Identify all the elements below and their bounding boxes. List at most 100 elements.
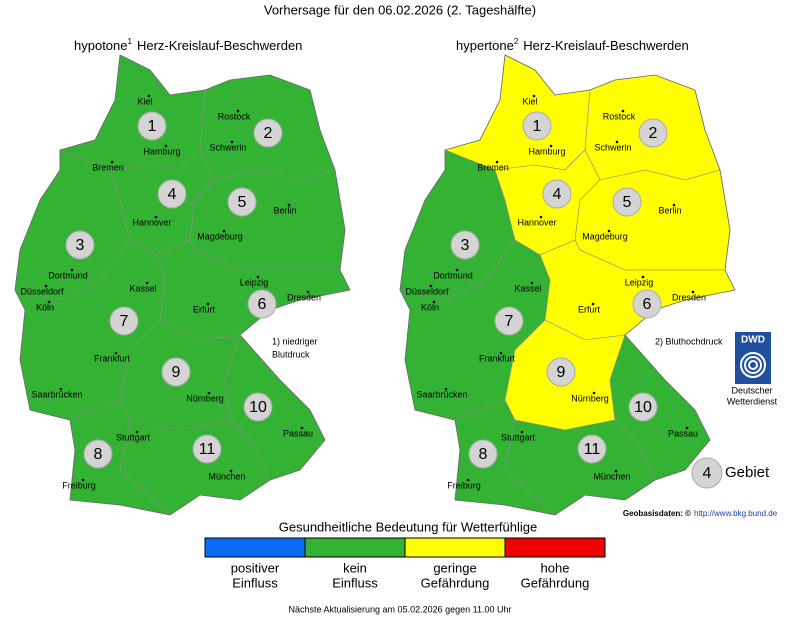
map: Kiel Rostock Hamburg Schwerin Bremen Hannover… (14, 54, 351, 516)
key-number: 4 (703, 465, 712, 482)
region-marker (522, 111, 552, 141)
legend-label: Gefährdung (521, 575, 590, 590)
city-dot (685, 426, 689, 430)
region-marker (243, 392, 273, 422)
region (444, 54, 591, 171)
city-dot (532, 94, 536, 98)
region (59, 54, 206, 171)
region-marker (137, 111, 167, 141)
region-marker (192, 434, 222, 464)
city-label: Dortmund (48, 270, 88, 280)
city-label: Freiburg (447, 480, 481, 490)
map-note: Blutdruck (272, 349, 310, 359)
map: Kiel Rostock Hamburg Schwerin Bremen Hannover… (399, 54, 736, 516)
city-dot (549, 144, 553, 148)
city-dot (256, 275, 260, 279)
city-dot (539, 215, 543, 219)
map-title-main: hypotone (74, 38, 128, 53)
city-label: Hannover (132, 217, 171, 227)
logo-caption: Deutscher (731, 385, 772, 395)
region-number: 5 (623, 194, 632, 211)
city-dot (530, 281, 534, 285)
region (574, 169, 731, 271)
city-label: Düsseldorf (20, 286, 64, 296)
region-marker (109, 306, 139, 336)
region-number: 3 (461, 237, 470, 254)
map-title: hypertone2 Herz-Kreislauf-Beschwerden (456, 37, 689, 53)
city-label: Magdeburg (197, 231, 243, 241)
map-note: 1) niedriger (272, 336, 318, 346)
city-dot (495, 160, 499, 164)
region-marker (612, 187, 642, 217)
city-dot (429, 284, 433, 288)
city-dot (230, 140, 234, 144)
legend-swatch (404, 537, 506, 558)
city-dot (520, 430, 524, 434)
region-marker (468, 439, 498, 469)
region-number: 2 (264, 125, 273, 142)
logo-text: DWD (741, 335, 765, 346)
city-label: Köln (421, 302, 439, 312)
city-label: Nürnberg (571, 393, 609, 403)
city-label: München (208, 471, 245, 481)
city-label: Passau (283, 428, 313, 438)
region-number: 8 (94, 446, 103, 463)
city-label: Nürnberg (186, 393, 224, 403)
city-label: Frankfurt (94, 353, 131, 363)
city-label: Leipzig (625, 277, 654, 287)
city-dot (592, 391, 596, 395)
logo-swirl (748, 360, 758, 370)
city-dot (110, 160, 114, 164)
region-marker (638, 118, 668, 148)
city-label: Leipzig (240, 277, 269, 287)
region-number: 7 (120, 313, 129, 330)
region-marker (83, 439, 113, 469)
region-number: 9 (172, 364, 181, 381)
city-dot (47, 300, 51, 304)
credit-link[interactable]: http://www.bkg.bund.de (694, 509, 778, 518)
city-label: Freiburg (62, 480, 96, 490)
region-marker (542, 179, 572, 209)
map-subtitle: Herz-Kreislauf-Beschwerden (137, 38, 302, 53)
map-subtitle: Herz-Kreislauf-Beschwerden (523, 38, 688, 53)
city-dot (147, 94, 151, 98)
city-label: München (593, 471, 630, 481)
region-marker (157, 179, 187, 209)
region-number: 10 (634, 399, 652, 416)
city-label: Kassel (129, 283, 156, 293)
city-label: Schwerin (209, 142, 246, 152)
city-label: Saarbrücken (416, 389, 467, 399)
city-label: Berlin (658, 205, 681, 215)
city-dot (499, 351, 503, 355)
city-dot (607, 229, 611, 233)
city-dot (207, 391, 211, 395)
key-marker (691, 457, 723, 489)
page-title: Vorhersage für den 06.02.2026 (2. Tagesh… (264, 2, 536, 17)
logo-swirl (740, 352, 766, 378)
city-label: Kiel (137, 96, 152, 106)
region-marker (450, 230, 480, 260)
region-number: 4 (553, 186, 562, 203)
city-dot (114, 351, 118, 355)
legend-title: Gesundheitliche Bedeutung für Wetterfühl… (279, 519, 537, 534)
city-label: Dresden (672, 292, 706, 302)
city-dot (672, 203, 676, 207)
city-dot (44, 284, 48, 288)
region-marker (227, 187, 257, 217)
city-label: Stuttgart (501, 432, 536, 442)
map-note: 2) Bluthochdruck (655, 336, 723, 346)
city-dot (229, 469, 233, 473)
city-dot (432, 300, 436, 304)
region-number: 10 (249, 399, 267, 416)
city-dot (154, 215, 158, 219)
city-label: Bremen (477, 162, 509, 172)
city-dot (222, 229, 226, 233)
region-marker (546, 357, 576, 387)
city-dot (236, 109, 240, 113)
map-title-sup: 1 (128, 37, 133, 46)
region-marker (247, 289, 277, 319)
city-label: Hamburg (528, 146, 565, 156)
legend-label: Gefährdung (421, 575, 490, 590)
region-number: 5 (238, 194, 247, 211)
